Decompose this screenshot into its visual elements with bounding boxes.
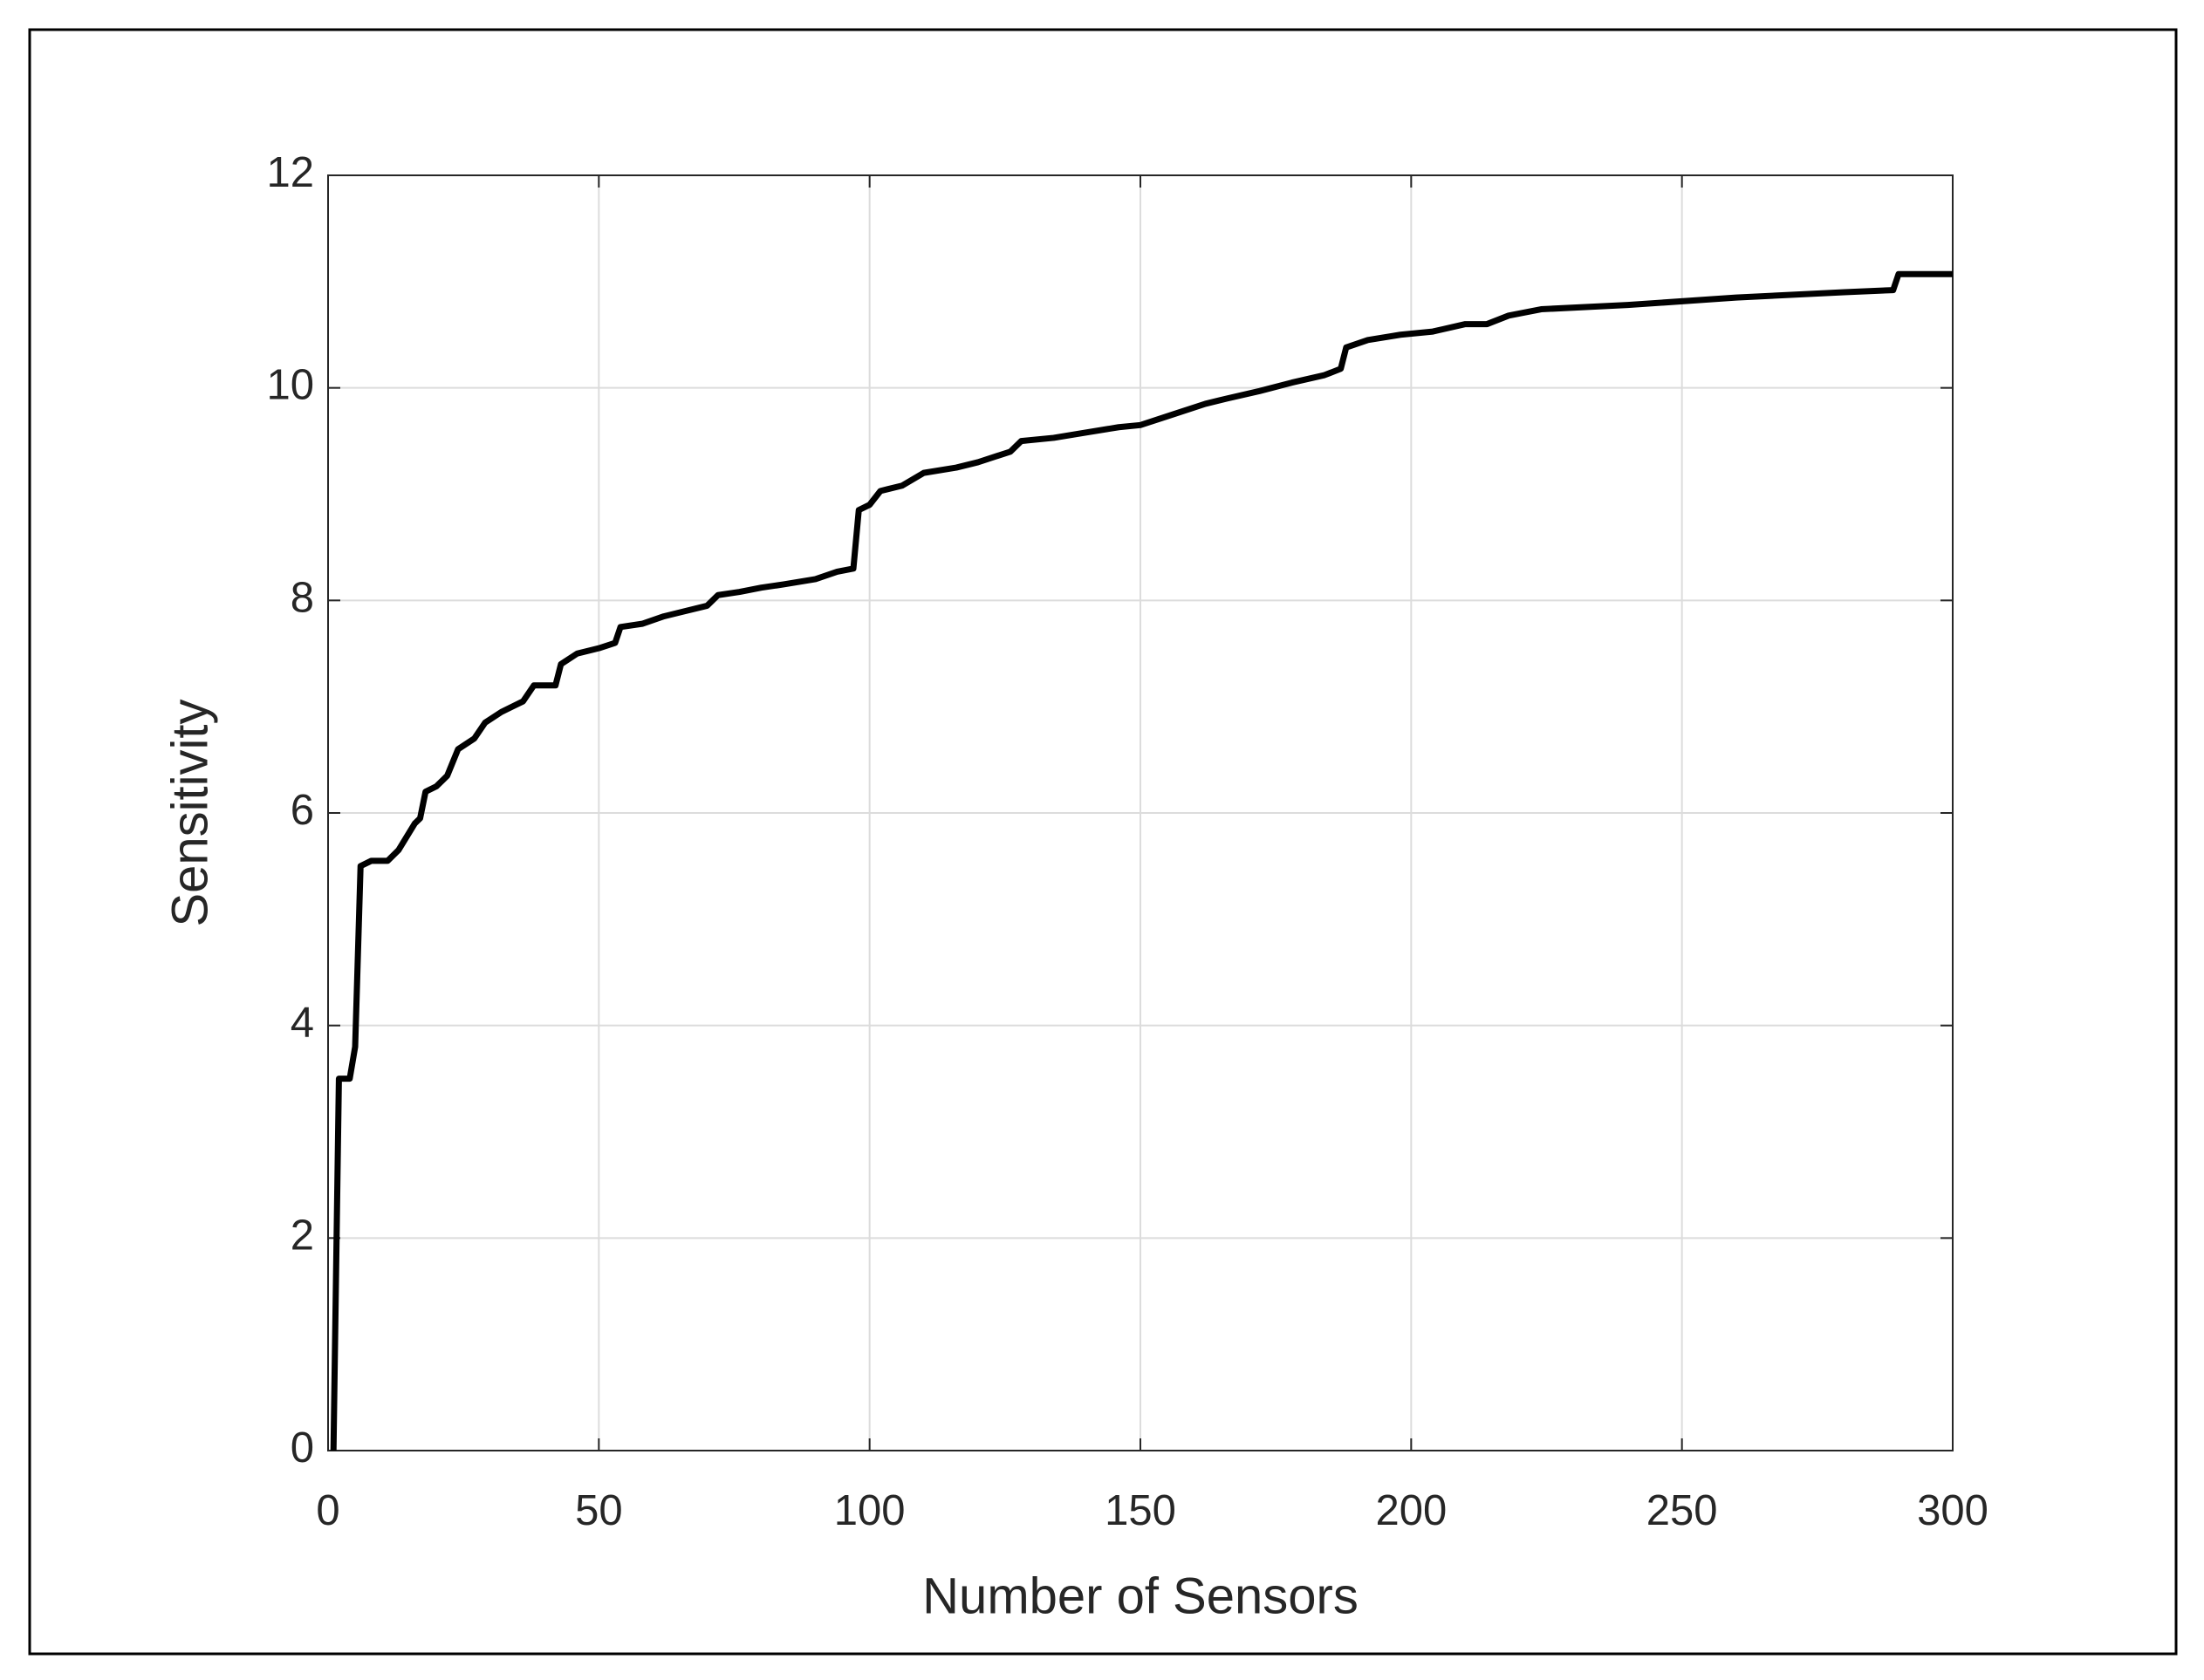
x-tick-label: 250	[1646, 1487, 1718, 1534]
y-axis-label: Sensitivity	[161, 699, 218, 926]
y-tick-label: 12	[266, 149, 314, 196]
x-axis-label: Number of Sensors	[922, 1567, 1359, 1624]
y-tick-label: 4	[291, 1000, 314, 1047]
x-tick-label: 50	[575, 1487, 623, 1534]
x-tick-label: 300	[1917, 1487, 1988, 1534]
y-tick-label: 0	[291, 1424, 314, 1472]
x-tick-label: 150	[1105, 1487, 1176, 1534]
plot-area	[327, 174, 1954, 1451]
y-tick-label: 10	[266, 362, 314, 409]
x-tick-label: 0	[316, 1487, 339, 1534]
x-tick-label: 200	[1375, 1487, 1447, 1534]
y-tick-label: 8	[291, 574, 314, 621]
x-tick-label: 100	[834, 1487, 906, 1534]
y-tick-label: 2	[291, 1212, 314, 1259]
y-tick-label: 6	[291, 787, 314, 834]
data-line	[330, 270, 1953, 1451]
frame	[28, 28, 2178, 1656]
